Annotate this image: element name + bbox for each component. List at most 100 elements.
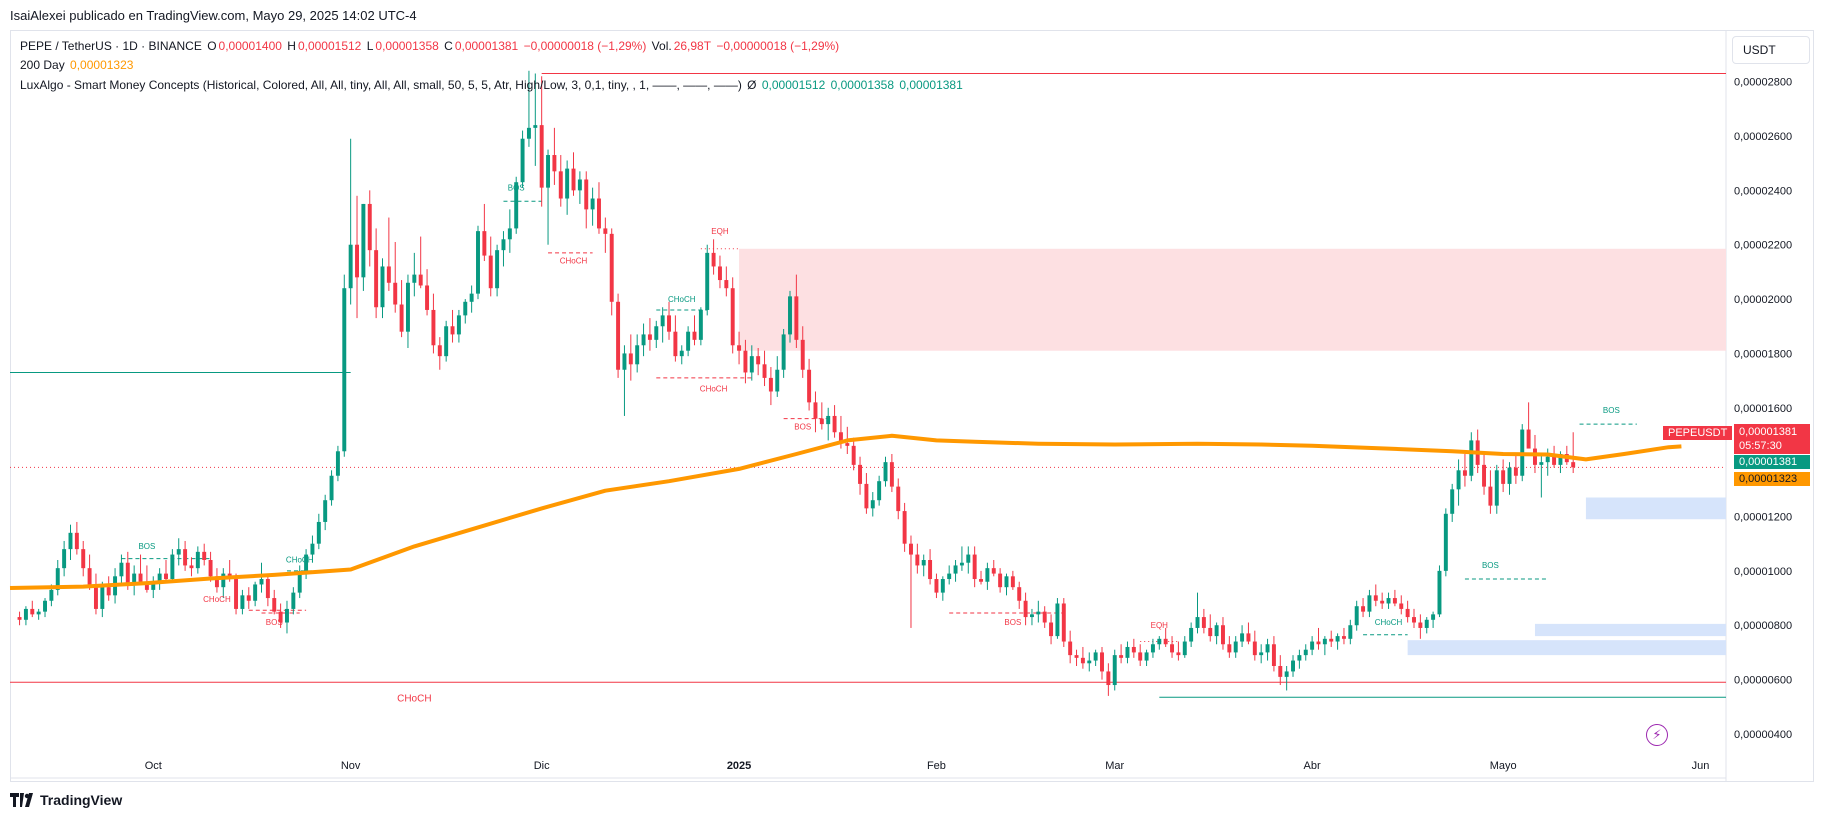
candle-body[interactable]: [463, 301, 468, 316]
lightning-icon[interactable]: ⚡: [1646, 724, 1668, 746]
candle-body[interactable]: [826, 415, 831, 425]
candle-body[interactable]: [1201, 617, 1206, 628]
candle-body[interactable]: [902, 511, 907, 544]
candle-body[interactable]: [278, 611, 283, 623]
candle-body[interactable]: [1252, 641, 1257, 656]
candle-body[interactable]: [1297, 655, 1302, 661]
candle-body[interactable]: [1558, 454, 1563, 465]
candle-body[interactable]: [476, 231, 480, 294]
candle-body[interactable]: [883, 462, 888, 482]
candle-body[interactable]: [265, 579, 270, 599]
candle-body[interactable]: [1322, 638, 1327, 645]
candle-body[interactable]: [240, 595, 245, 609]
candle-body[interactable]: [1144, 652, 1149, 661]
candle-body[interactable]: [934, 579, 939, 593]
candle-body[interactable]: [584, 179, 589, 210]
candle-body[interactable]: [698, 309, 703, 340]
candle-body[interactable]: [157, 573, 162, 582]
candle-body[interactable]: [170, 554, 175, 580]
candle-body[interactable]: [323, 500, 328, 522]
candle-body[interactable]: [1157, 638, 1162, 645]
candle-body[interactable]: [234, 579, 239, 609]
candle-body[interactable]: [431, 309, 436, 346]
candle-body[interactable]: [119, 562, 124, 577]
candle-body[interactable]: [291, 592, 296, 609]
candle-body[interactable]: [558, 171, 563, 199]
candle-body[interactable]: [488, 255, 493, 289]
candle-body[interactable]: [972, 554, 977, 580]
candle-body[interactable]: [1182, 641, 1187, 656]
candle-body[interactable]: [144, 581, 149, 590]
candle-body[interactable]: [1373, 595, 1378, 601]
candle-body[interactable]: [686, 331, 691, 351]
candle-body[interactable]: [450, 326, 455, 335]
candle-body[interactable]: [1176, 652, 1181, 656]
candle-body[interactable]: [552, 155, 557, 172]
legend-row-ma[interactable]: 200 Day 0,00001323: [20, 58, 135, 72]
candle-body[interactable]: [800, 339, 805, 370]
candle-body[interactable]: [1450, 489, 1455, 514]
candle-body[interactable]: [81, 549, 86, 569]
candle-body[interactable]: [1208, 627, 1213, 637]
candle-body[interactable]: [966, 554, 971, 563]
candle-body[interactable]: [55, 568, 60, 590]
candle-body[interactable]: [253, 584, 258, 601]
candle-body[interactable]: [1042, 611, 1047, 623]
candle-body[interactable]: [106, 587, 111, 596]
candle-body[interactable]: [164, 573, 168, 580]
candle-body[interactable]: [526, 127, 531, 139]
candle-body[interactable]: [1061, 603, 1066, 642]
candle-body[interactable]: [1049, 622, 1054, 637]
candle-body[interactable]: [1443, 513, 1448, 571]
candle-body[interactable]: [469, 293, 474, 302]
candle-body[interactable]: [259, 579, 264, 585]
candle-body[interactable]: [915, 554, 920, 566]
candle-body[interactable]: [953, 565, 958, 574]
candle-body[interactable]: [889, 462, 894, 487]
candle-body[interactable]: [380, 266, 385, 308]
candle-body[interactable]: [1545, 456, 1550, 463]
candle-body[interactable]: [214, 576, 219, 588]
candle-body[interactable]: [1029, 614, 1034, 618]
candle-body[interactable]: [520, 138, 525, 183]
candle-body[interactable]: [316, 521, 321, 544]
candle-body[interactable]: [138, 573, 143, 582]
candle-body[interactable]: [1004, 576, 1009, 588]
candle-body[interactable]: [335, 451, 340, 476]
candle-body[interactable]: [1278, 666, 1283, 677]
candle-body[interactable]: [737, 345, 742, 351]
candle-body[interactable]: [285, 608, 289, 623]
candle-body[interactable]: [1494, 470, 1499, 506]
candle-body[interactable]: [355, 244, 359, 278]
candle-body[interactable]: [30, 608, 35, 615]
candle-body[interactable]: [514, 182, 519, 229]
candle-body[interactable]: [43, 600, 47, 612]
candle-body[interactable]: [1513, 467, 1518, 476]
candle-body[interactable]: [195, 551, 200, 569]
candle-body[interactable]: [1469, 440, 1474, 476]
candle-body[interactable]: [1335, 636, 1340, 642]
candle-body[interactable]: [647, 334, 652, 340]
candle-body[interactable]: [590, 198, 595, 210]
candle-body[interactable]: [711, 252, 716, 267]
candle-body[interactable]: [692, 331, 697, 340]
candle-body[interactable]: [603, 228, 608, 234]
candle-body[interactable]: [571, 168, 576, 191]
candle-body[interactable]: [1068, 641, 1073, 656]
candle-body[interactable]: [788, 296, 792, 335]
candle-body[interactable]: [991, 568, 996, 574]
candle-body[interactable]: [1533, 448, 1537, 465]
candle-body[interactable]: [979, 579, 983, 582]
candle-body[interactable]: [68, 532, 73, 550]
candle-body[interactable]: [482, 231, 487, 256]
candle-body[interactable]: [176, 549, 181, 555]
candle-body[interactable]: [909, 543, 913, 555]
candle-body[interactable]: [1271, 644, 1276, 666]
candle-body[interactable]: [1431, 614, 1436, 620]
candle-body[interactable]: [310, 543, 315, 555]
candle-body[interactable]: [1163, 638, 1168, 645]
candle-body[interactable]: [87, 568, 92, 585]
candle-body[interactable]: [813, 402, 818, 419]
candle-body[interactable]: [501, 239, 506, 251]
candle-body[interactable]: [1571, 462, 1576, 468]
